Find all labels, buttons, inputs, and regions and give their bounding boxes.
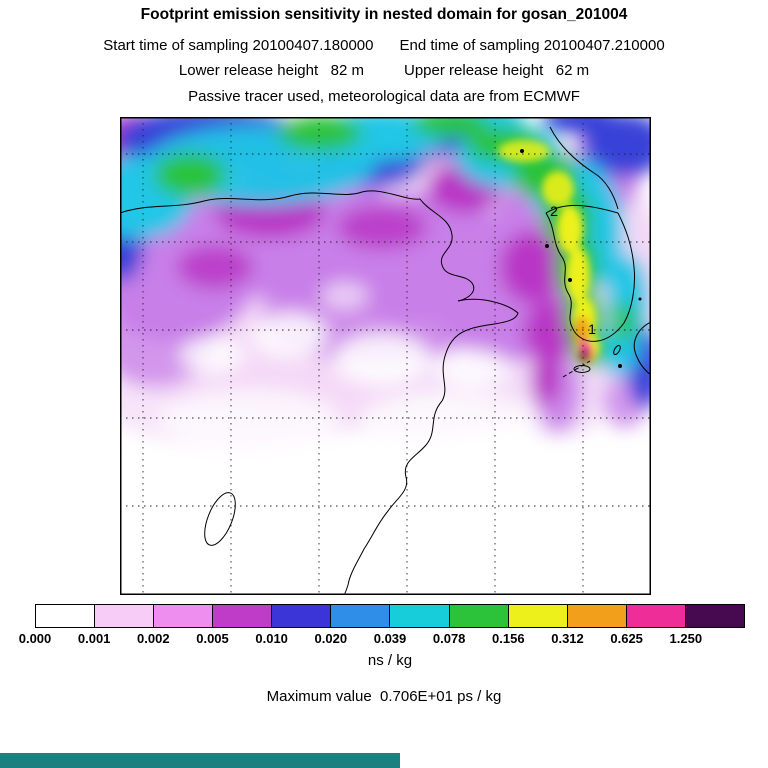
colorbar-tick-label: 0.000 — [18, 631, 52, 646]
colorbar-tick-label: 0.078 — [432, 631, 466, 646]
colorbar-segment — [95, 605, 155, 627]
colorbar-tick-label: 0.312 — [551, 631, 584, 646]
colorbar-segment — [331, 605, 391, 627]
colorbar-tick-label: 0.002 — [137, 631, 170, 646]
bottom-strip — [0, 753, 400, 768]
end-time-text: End time of sampling 20100407.210000 — [399, 37, 665, 54]
map-annotations: 2 1 — [520, 149, 642, 378]
colorbar-tick-label: 0.156 — [492, 631, 525, 646]
sensitivity-field — [120, 117, 651, 449]
footprint-map: 2 1 — [120, 117, 651, 595]
release-height-row: Lower release height 82 m Upper release … — [0, 62, 768, 79]
figure-title: Footprint emission sensitivity in nested… — [140, 6, 628, 23]
colorbar-segment — [36, 605, 96, 627]
colorbar-segment — [390, 605, 450, 627]
tracer-text: Passive tracer used, meteorological data… — [188, 88, 580, 105]
colorbar-segment — [213, 605, 273, 627]
colorbar-tick-label: 0.005 — [196, 631, 229, 646]
colorbar-segment — [685, 605, 744, 627]
colorbar-segment — [449, 605, 509, 627]
lower-release-text: Lower release height 82 m — [178, 62, 364, 79]
colorbar-tick-label: 0.020 — [314, 631, 348, 646]
colorbar-tick-label: 0.001 — [77, 631, 111, 646]
tracer-row: Passive tracer used, meteorological data… — [0, 88, 768, 105]
colorbar-segment — [154, 605, 214, 627]
colorbar-segment — [272, 605, 332, 627]
colorbar-tick-label: 0.625 — [610, 631, 643, 646]
map-border — [120, 117, 651, 595]
map-panel: 2 1 — [120, 117, 651, 595]
map-marker-2: 2 — [550, 203, 558, 219]
coastlines — [120, 126, 651, 595]
start-time-text: Start time of sampling 20100407.180000 — [103, 37, 374, 54]
map-marker-1: 1 — [588, 321, 596, 337]
colorbar-tick-label: 0.010 — [255, 631, 288, 646]
upper-release-text: Upper release height 62 m — [404, 62, 590, 79]
colorbar-tick-label: 1.250 — [669, 631, 703, 646]
colorbar-segment — [508, 605, 568, 627]
grid-lines — [120, 117, 651, 595]
colorbar-segment — [567, 605, 627, 627]
colorbar-units: ns / kg — [367, 652, 413, 669]
colorbar — [35, 604, 745, 628]
max-value-text: Maximum value 0.706E+01 ps / kg — [266, 688, 502, 705]
colorbar-segment — [626, 605, 686, 627]
colorbar-ticks: 0.000 0.001 0.002 0.005 0.010 0.020 0.039 0.078… — [19, 631, 745, 649]
sampling-time-row: Start time of sampling 20100407.180000 E… — [0, 37, 768, 54]
colorbar-tick-label: 0.039 — [373, 631, 407, 646]
